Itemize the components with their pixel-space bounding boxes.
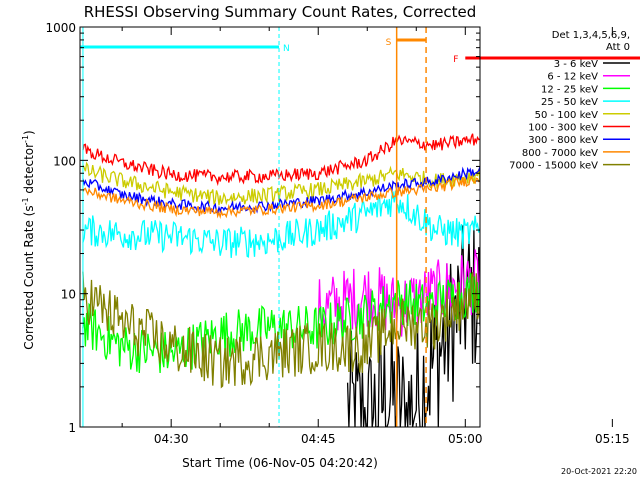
legend-label: 50 - 100 keV: [535, 110, 599, 121]
legend-label: 25 - 50 keV: [541, 97, 598, 108]
flare-flag-label: F: [453, 55, 458, 65]
legend-header-2: Att 0: [606, 42, 630, 53]
legend-label: 7000 - 15000 keV: [509, 161, 598, 172]
series-line: [82, 133, 480, 187]
y-tick-label: 10: [61, 288, 76, 302]
series-line: [82, 271, 480, 389]
series-line: [82, 161, 480, 206]
legend-label: 100 - 300 keV: [528, 123, 598, 134]
x-tick-label: 05:15: [595, 432, 630, 446]
marker-layer: [82, 27, 427, 427]
series-line: [346, 225, 480, 427]
y-tick-label: 100: [53, 154, 76, 168]
series-line: [82, 175, 480, 220]
saa-flag-label: S: [386, 38, 392, 48]
y-axis-label: Corrected Count Rate (s-1 detector-1): [21, 130, 36, 349]
y-tick-label: 1000: [45, 21, 76, 35]
legend-label: 3 - 6 keV: [554, 59, 598, 70]
timestamp: 20-Oct-2021 22:20: [561, 467, 637, 476]
legend-label: 800 - 7000 keV: [522, 148, 598, 159]
legend-header-1: Det 1,3,4,5,6,9,: [552, 30, 630, 41]
plot-frame: [79, 26, 481, 428]
axis-layer: 04:3004:4505:0005:1505:3005:4506:0011010…: [45, 21, 630, 446]
legend-label: 6 - 12 keV: [547, 72, 598, 83]
series-line: [82, 190, 480, 258]
y-tick-label: 1: [68, 421, 76, 435]
night-flag-label: N: [283, 44, 290, 54]
x-axis-label: Start Time (06-Nov-05 04:20:42): [182, 456, 378, 470]
x-tick-label: 04:45: [301, 432, 336, 446]
x-tick-label: 05:00: [448, 432, 483, 446]
series-line: [82, 272, 480, 374]
legend-label: 300 - 800 keV: [528, 135, 598, 146]
flag-layer: N S F: [80, 38, 640, 65]
series-layer: [82, 133, 480, 427]
legend-label: 12 - 25 keV: [541, 84, 598, 95]
chart-title: RHESSI Observing Summary Count Rates, Co…: [84, 3, 477, 21]
x-tick-label: 04:30: [154, 432, 189, 446]
